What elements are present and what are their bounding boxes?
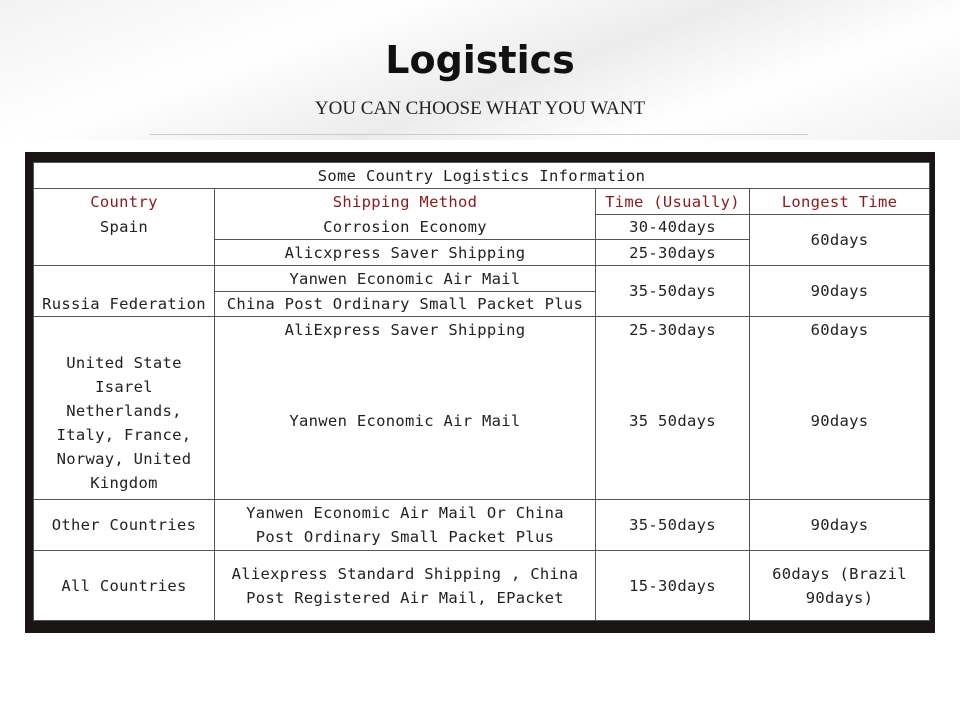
longest-cell: 90days [748,499,931,551]
method-cell: Yanwen Economic Air Mail [214,265,596,292]
table-row: Russia Federation Yanwen Economic Air Ma… [33,265,931,317]
col-header-country: Country [33,188,215,215]
method-cell: Alicxpress Saver Shipping [214,239,596,266]
longest-cell: 90days [748,342,931,500]
longest-cell: 60days [748,214,931,266]
time-cell: 35-50days [595,265,750,317]
method-cell: Yanwen Economic Air Mail Or China Post O… [214,499,596,551]
table-row: China Post Ordinary Small Packet Plus [34,291,930,317]
table-caption: Some Country Logistics Information [32,162,931,189]
time-cell: 25-30days [595,316,750,343]
method-cell: China Post Ordinary Small Packet Plus [214,291,596,317]
time-cell: 25-30days [595,239,750,266]
table-row: Yanwen Economic Air Mail 35 50days 90day… [34,342,931,500]
page-title: Logistics [385,38,575,82]
divider [150,134,808,135]
time-cell: 35 50days [595,342,750,500]
longest-cell: 60days [748,316,931,343]
table-row: Other Countries Yanwen Economic Air Mail… [33,499,931,551]
country-cell: Russia Federation [33,265,215,317]
country-cell: All Countries [33,550,215,621]
country-cell: Other Countries [33,499,215,551]
method-cell: Aliexpress Standard Shipping , China Pos… [214,550,596,621]
time-cell: 35-50days [595,499,750,551]
country-cell: United State Isarel Netherlands, Italy, … [33,316,215,500]
method-cell: Corrosion Economy [214,214,596,240]
col-header-method: Shipping Method [214,188,596,215]
logistics-table: Some Country Logistics Information Count… [32,162,931,621]
table-row: All Countries Aliexpress Standard Shippi… [33,550,931,621]
time-cell: 15-30days [595,550,750,621]
method-cell: Yanwen Economic Air Mail [214,342,596,500]
longest-cell: 90days [748,265,931,317]
table-row: United State Isarel Netherlands, Italy, … [33,316,931,500]
col-header-longest: Longest Time [748,188,931,215]
page-subtitle: YOU CAN CHOOSE WHAT YOU WANT [314,98,646,119]
table-row: Alicxpress Saver Shipping 25-30days [34,239,930,266]
country-cell: Spain [33,214,215,266]
table-header-row: Country Shipping Method Time (Usually) L… [33,188,931,215]
time-cell: 30-40days [595,214,750,240]
header-background [0,0,960,140]
table-caption-row: Some Country Logistics Information [32,162,931,189]
table-row: Spain Corrosion Economy 30-40days 60days [33,214,931,266]
longest-cell: 60days (Brazil 90days) [748,550,931,621]
col-header-time: Time (Usually) [595,188,750,215]
method-cell: AliExpress Saver Shipping [214,316,596,343]
